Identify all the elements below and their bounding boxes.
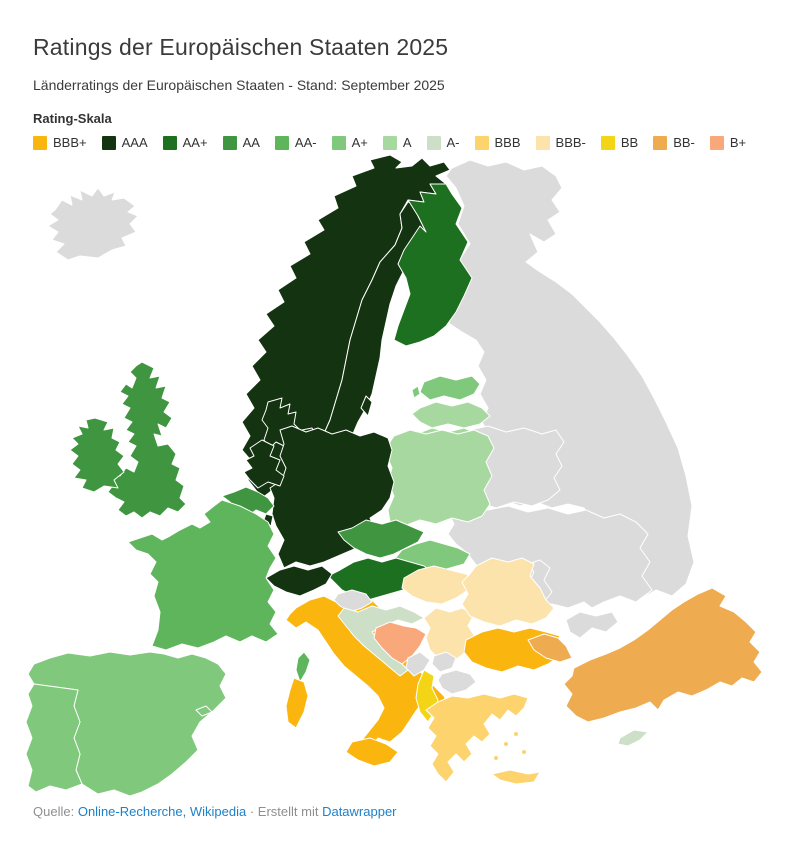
country-turkey[interactable] [563,587,763,723]
legend-item-aaa: AAA [101,135,148,150]
country-italy[interactable] [285,595,449,749]
legend-label: AA [242,135,260,150]
country-balearic-islands[interactable] [195,705,213,717]
legend-swatch [222,135,237,150]
legend-label: BBB [494,135,521,150]
legend-item-b-plus: B+ [709,135,747,150]
country-sardinia[interactable] [285,677,309,729]
datawrapper-link[interactable]: Datawrapper [322,804,397,819]
made-with-label: Erstellt mit [257,804,319,819]
legend-label: A- [446,135,460,150]
country-portugal[interactable] [25,683,83,793]
legend-item-aa: AA [222,135,260,150]
country-switzerland[interactable] [265,565,333,597]
source-link[interactable]: Online-Recherche, Wikipedia [77,804,247,819]
country-iceland[interactable] [47,187,139,261]
country-estonia-islands[interactable] [411,385,421,399]
legend-item-a-minus: A- [426,135,460,150]
country-netherlands[interactable] [243,439,285,489]
country-cyprus[interactable] [617,729,649,747]
page-title: Ratings der Europäischen Staaten 2025 [33,34,449,60]
country-poland[interactable] [385,429,495,527]
legend-label: BB [620,135,639,150]
legend-swatch [33,135,47,150]
legend-swatch [331,135,346,150]
country-bosnia[interactable] [373,621,427,665]
legend-swatch [382,135,397,150]
country-ireland[interactable] [69,417,125,493]
europe-choropleth-map [0,150,800,810]
country-corsica[interactable] [295,651,311,683]
country-crimea[interactable] [565,611,619,639]
legend-item-a-plus: A+ [331,135,368,150]
legend-swatch [426,135,441,150]
legend-swatch [162,135,177,150]
legend-swatch [274,135,289,150]
legend-label: A+ [351,135,368,150]
legend-label: A [402,135,412,150]
legend-item-bb-minus: BB- [653,135,695,150]
legend-label: BBB- [555,135,586,150]
country-estonia[interactable] [419,375,481,401]
legend-swatch [709,135,724,150]
footer: Quelle: Online-Recherche, Wikipedia · Er… [33,804,397,819]
legend: BBB+ AAA AA+ AA AA- A+ A A- BBB BBB- BB BB- B+ [33,135,767,150]
legend-swatch [101,135,116,150]
country-aegean-island[interactable] [521,749,527,755]
legend-label: B+ [729,135,747,150]
legend-item-bbb-plus: BBB+ [33,135,87,150]
legend-label: AA+ [182,135,208,150]
legend-label: AAA [121,135,148,150]
legend-swatch [600,135,615,150]
country-greece[interactable] [425,693,529,783]
legend-swatch [535,135,550,150]
country-aegean-island[interactable] [513,731,519,737]
country-turkey-thrace[interactable] [527,633,573,663]
legend-item-bbb: BBB [474,135,521,150]
legend-label: AA- [294,135,317,150]
country-north-macedonia[interactable] [437,669,477,695]
map-svg [25,154,763,797]
legend-item-a: A [382,135,412,150]
country-spain[interactable] [27,651,227,797]
legend-label: BB- [673,135,695,150]
country-aegean-island[interactable] [503,741,509,747]
legend-item-aa-minus: AA- [274,135,317,150]
legend-item-bb: BB [600,135,639,150]
legend-item-aa-plus: AA+ [162,135,208,150]
country-united-kingdom[interactable] [105,361,187,519]
country-kosovo[interactable] [431,651,457,673]
legend-label: BBB+ [53,135,87,150]
country-latvia[interactable] [411,401,491,429]
source-label: Quelle: [33,804,75,819]
legend-swatch [474,135,489,150]
legend-title: Rating-Skala [33,111,112,126]
country-finland[interactable] [393,183,473,347]
page-subtitle: Länderratings der Europäischen Staaten -… [33,77,445,93]
country-aegean-island[interactable] [493,755,499,761]
country-sicily[interactable] [345,737,399,767]
country-gotland[interactable] [360,395,373,417]
country-slovenia[interactable] [333,589,373,613]
country-crete[interactable] [491,769,541,785]
header: Ratings der Europäischen Staaten 2025 Lä… [0,0,800,150]
country-france[interactable] [127,499,279,651]
legend-item-bbb-minus: BBB- [535,135,586,150]
country-moldova[interactable] [527,559,553,603]
footer-separator: · [249,804,255,819]
legend-swatch [653,135,668,150]
country-romania[interactable] [461,557,555,627]
